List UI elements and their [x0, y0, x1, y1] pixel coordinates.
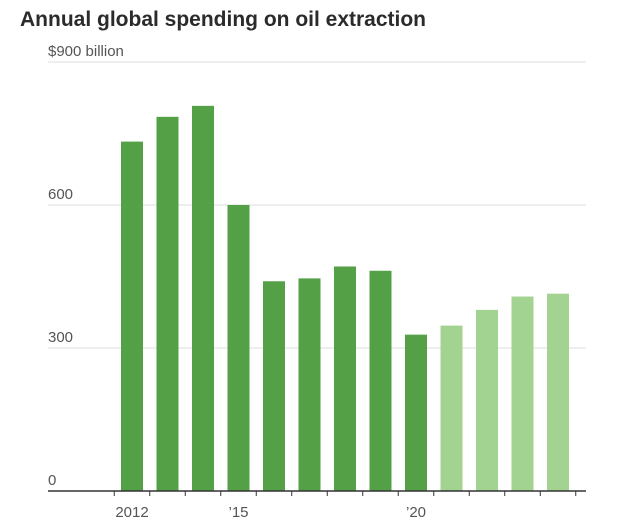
bar-projected-2021 [440, 325, 463, 491]
x-tick-label: 2012 [115, 504, 148, 521]
bar-2012 [121, 141, 143, 491]
bar-projected-2022 [476, 309, 498, 491]
bar-projected-2023 [511, 296, 534, 491]
chart-title: Annual global spending on oil extraction [20, 8, 427, 31]
x-axis: 2012 ’15 ’20 [48, 490, 586, 521]
bars [121, 105, 569, 492]
bar-2020 [405, 334, 427, 491]
bar-2019 [369, 270, 392, 491]
y-tick-label: $900 billion [48, 43, 124, 60]
bar-2016 [263, 281, 285, 491]
x-tick-label: ’15 [228, 504, 248, 521]
y-tick-label: 0 [48, 472, 56, 489]
bar-projected-2024 [547, 293, 569, 491]
bar-2013 [156, 116, 179, 492]
y-tick-labels: 0 300 600 $900 billion [48, 43, 124, 489]
x-tick-label: ’20 [406, 504, 426, 521]
bar-2018 [334, 266, 356, 491]
bar-2015 [227, 205, 250, 491]
y-tick-label: 300 [48, 329, 73, 346]
bar-2017 [298, 278, 321, 491]
bar-2014 [192, 105, 214, 491]
y-tick-label: 600 [48, 186, 73, 203]
